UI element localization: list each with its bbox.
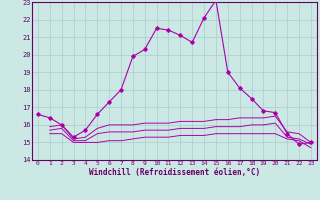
X-axis label: Windchill (Refroidissement éolien,°C): Windchill (Refroidissement éolien,°C) xyxy=(89,168,260,177)
